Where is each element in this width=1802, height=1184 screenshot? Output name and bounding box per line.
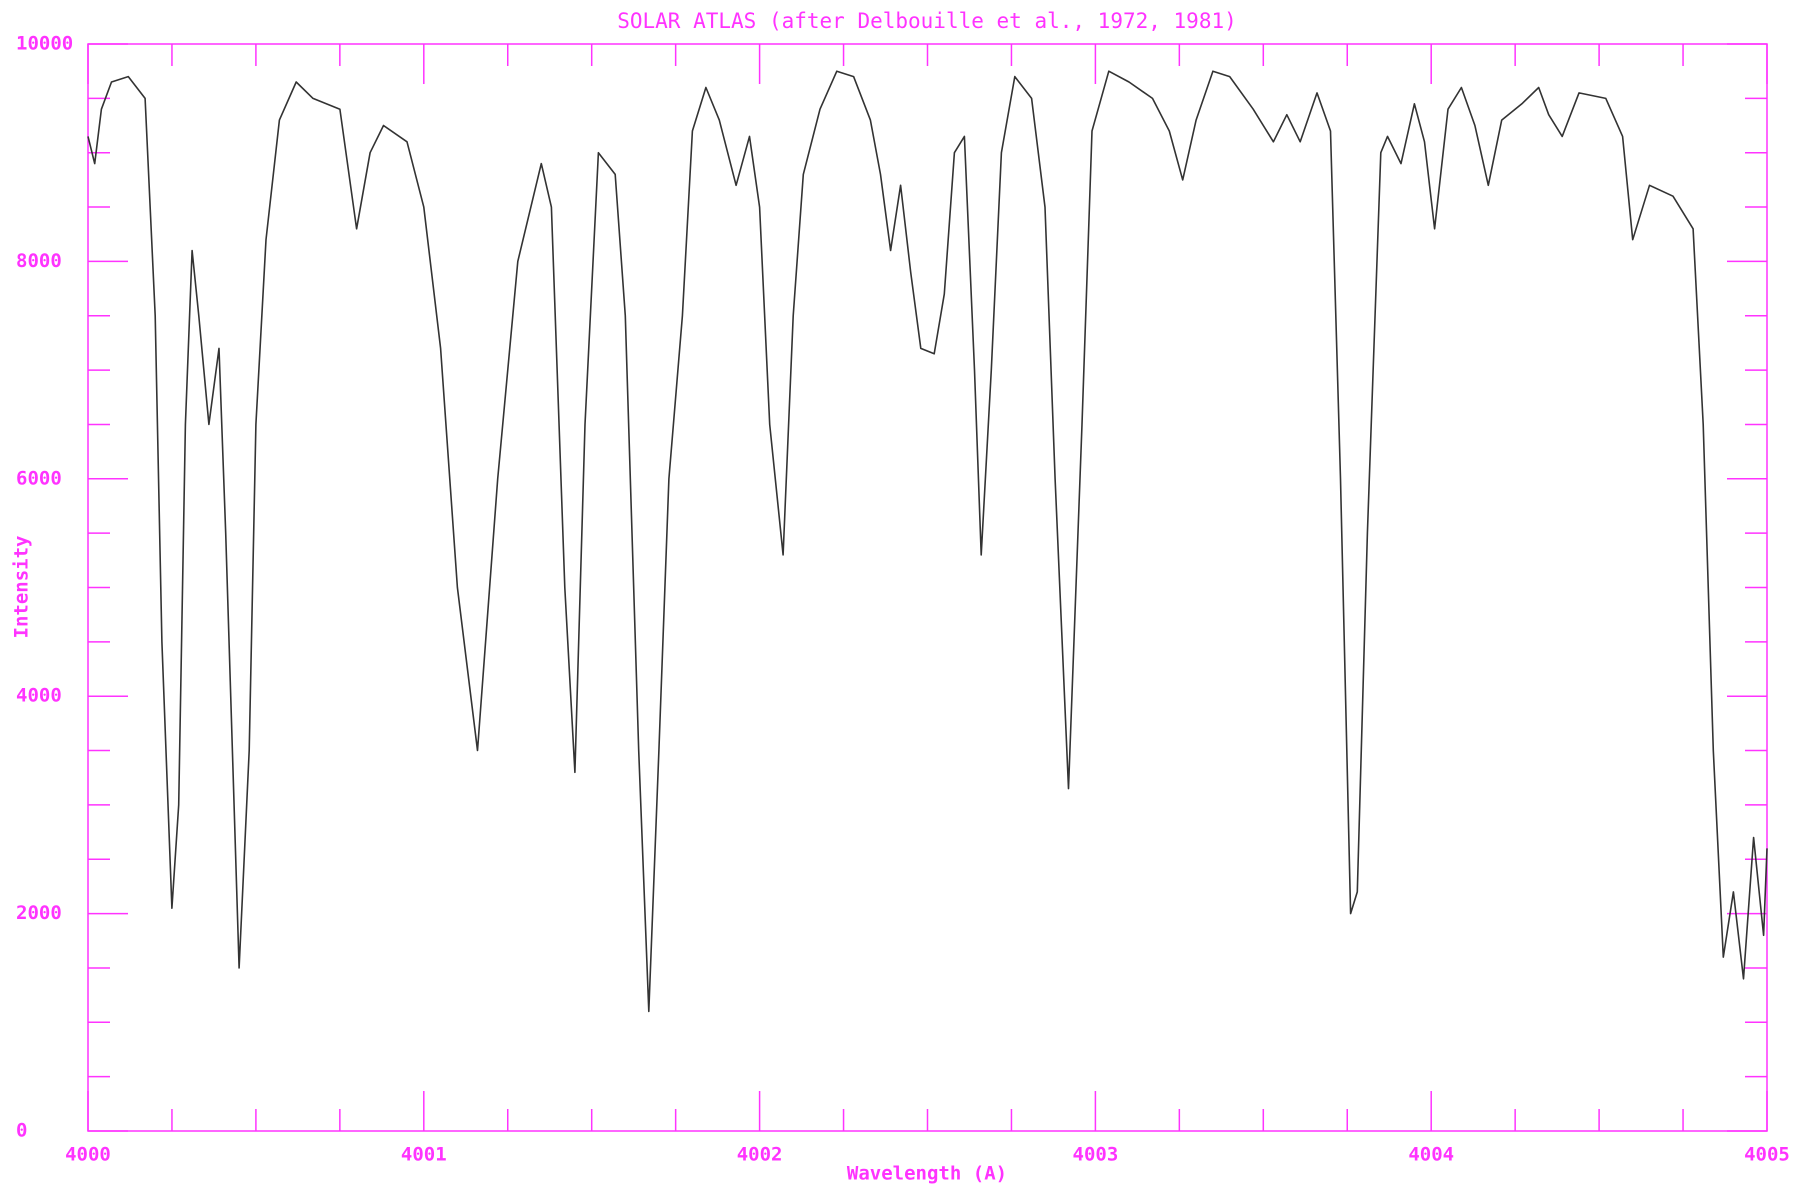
y-tick-label: 6000 <box>16 467 62 489</box>
chart-title: SOLAR ATLAS (after Delbouille et al., 19… <box>617 9 1237 33</box>
y-axis-label: Intensity <box>11 536 33 639</box>
y-tick-label: 2000 <box>16 902 62 924</box>
y-tick-label: 0 <box>16 1120 27 1142</box>
x-axis-label: Wavelength (A) <box>847 1163 1007 1184</box>
x-tick-label: 4001 <box>401 1144 447 1166</box>
spectrum-line <box>87 70 1768 1013</box>
x-tick-label: 4004 <box>1408 1144 1454 1166</box>
y-tick-label: 10000 <box>16 33 73 55</box>
x-tick-label: 4000 <box>65 1144 111 1166</box>
plot-frame <box>87 43 1768 1132</box>
y-tick-label: 8000 <box>16 250 62 272</box>
x-tick-label: 4005 <box>1744 1144 1790 1166</box>
x-tick-label: 4003 <box>1073 1144 1119 1166</box>
x-tick-label: 4002 <box>737 1144 783 1166</box>
y-tick-label: 4000 <box>16 685 62 707</box>
